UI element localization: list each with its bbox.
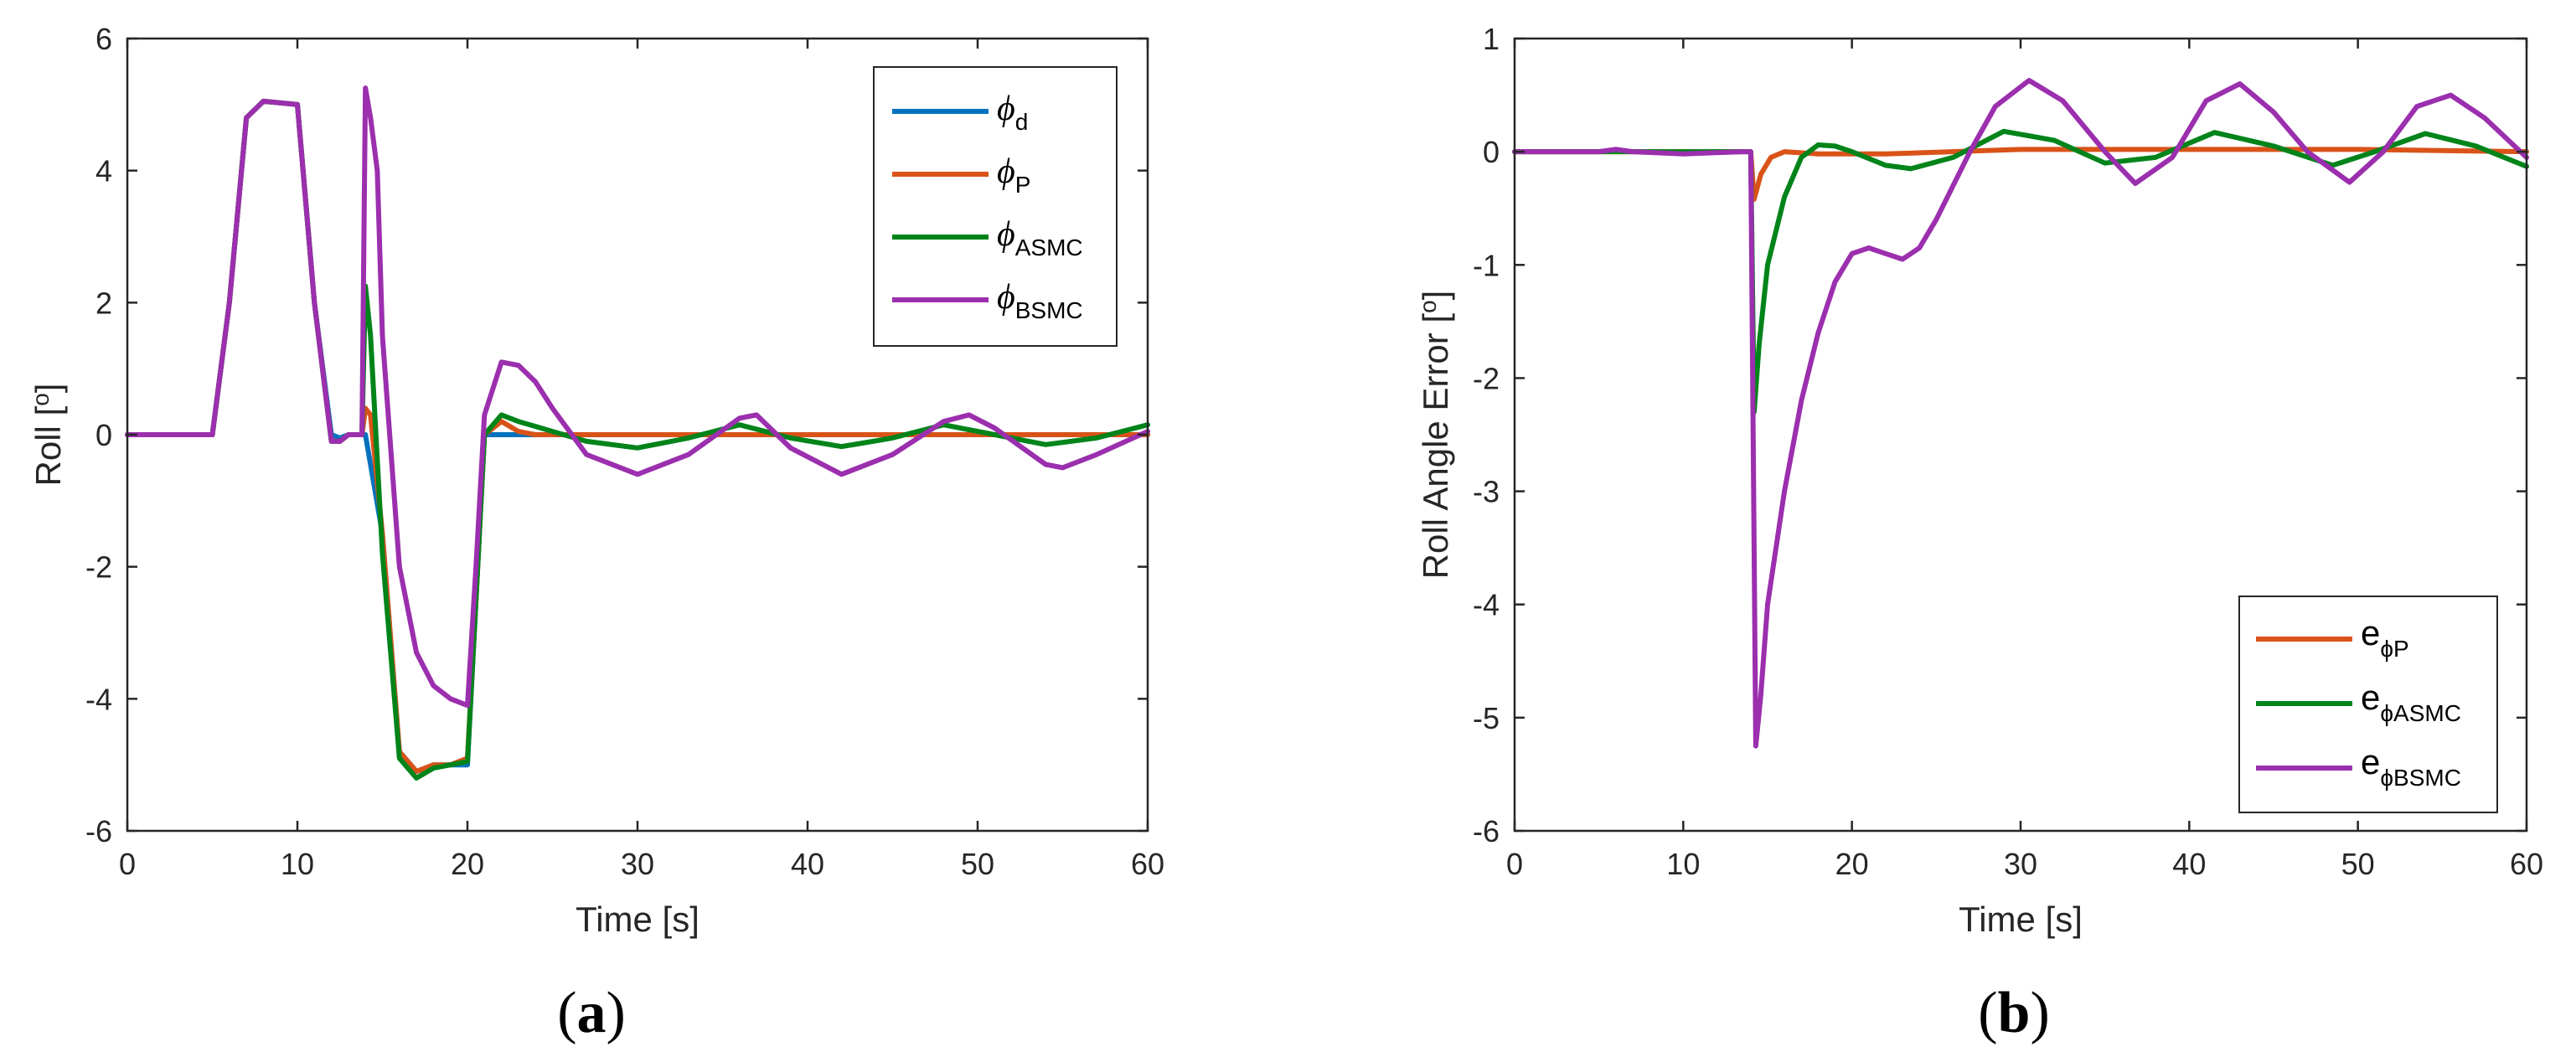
x-axis-label-b: Time [s]: [1959, 900, 2083, 939]
x-tick-label: 50: [2341, 847, 2375, 881]
x-tick-label: 20: [451, 847, 484, 881]
legend-entry-e-phi-asmc: eϕASMC: [2361, 678, 2461, 726]
y-tick-label: -6: [1473, 814, 1500, 848]
y-tick-label: -4: [1473, 588, 1500, 622]
x-tick-label: 60: [1131, 847, 1164, 881]
x-tick-label: 30: [621, 847, 654, 881]
panel-caption-a: (a): [557, 981, 626, 1045]
x-tick-label: 50: [961, 847, 994, 881]
x-tick-label: 10: [1666, 847, 1700, 881]
x-tick-label: 40: [2172, 847, 2206, 881]
legend-entry-e-phi-bsmc: eϕBSMC: [2361, 742, 2461, 791]
y-tick-label: -6: [85, 814, 112, 848]
legend-entry-phi-d: ϕd: [997, 90, 1028, 135]
x-tick-label: 0: [119, 847, 136, 881]
x-tick-label: 60: [2510, 847, 2543, 881]
y-tick-label: -3: [1473, 475, 1500, 509]
legend-entry-phi-p: ϕP: [997, 152, 1030, 198]
y-tick-label: 1: [1483, 22, 1500, 56]
series-line-e-ϕASMC: [1512, 128, 2529, 415]
panel-b: 0 10 20 30 40 50 60 -6 -5 -4 -3 -2 -1 0 1 Time [s] Rol…: [1415, 22, 2543, 1045]
series-layer-b: [1512, 78, 2529, 749]
y-tick-label: -1: [1473, 248, 1500, 282]
legend-entry-e-phi-p: eϕP: [2361, 613, 2409, 662]
y-tick-label: 0: [1483, 135, 1500, 169]
legend-entry-phi-bsmc: ϕBSMC: [997, 278, 1083, 323]
legend-a: ϕd ϕP ϕASMC ϕBSMC: [873, 66, 1118, 347]
panel-caption-b: (b): [1978, 981, 2050, 1045]
series-line-ϕ-BSMC: [125, 85, 1150, 709]
y-axis-label-a: Roll [o]: [28, 384, 68, 487]
x-tick-label: 30: [2004, 847, 2037, 881]
x-tick-label: 10: [281, 847, 314, 881]
legend-b: eϕP eϕASMC eϕBSMC: [2238, 596, 2498, 813]
x-tick-label: 0: [1506, 847, 1523, 881]
y-tick-label: -2: [1473, 361, 1500, 395]
legend-entry-phi-asmc: ϕASMC: [997, 215, 1083, 260]
y-tick-label: -2: [85, 550, 112, 585]
y-axis-label-b: Roll Angle Error [o]: [1415, 291, 1455, 580]
ticks-layer-b: 0 10 20 30 40 50 60 -6 -5 -4 -3 -2 -1 0 1: [1473, 22, 2543, 881]
y-tick-label: -5: [1473, 701, 1500, 735]
x-tick-label: 40: [791, 847, 824, 881]
y-tick-label: 0: [96, 418, 112, 452]
x-tick-label: 20: [1835, 847, 1869, 881]
y-tick-label: 4: [96, 154, 112, 188]
panel-a: 0 10 20 30 40 50 60 -6 -4 -2 0 2 4 6 Time [s] Roll [o…: [28, 22, 1164, 1045]
series-line-e-ϕBSMC: [1512, 78, 2529, 749]
y-tick-label: 2: [96, 286, 112, 320]
y-tick-label: 6: [96, 22, 112, 56]
ticks-layer-a: 0 10 20 30 40 50 60 -6 -4 -2 0 2 4 6: [85, 22, 1164, 881]
series-layer-a: [125, 85, 1150, 781]
x-axis-label-a: Time [s]: [576, 900, 699, 939]
legend-box-b: [2238, 596, 2498, 813]
y-tick-label: -4: [85, 682, 112, 716]
